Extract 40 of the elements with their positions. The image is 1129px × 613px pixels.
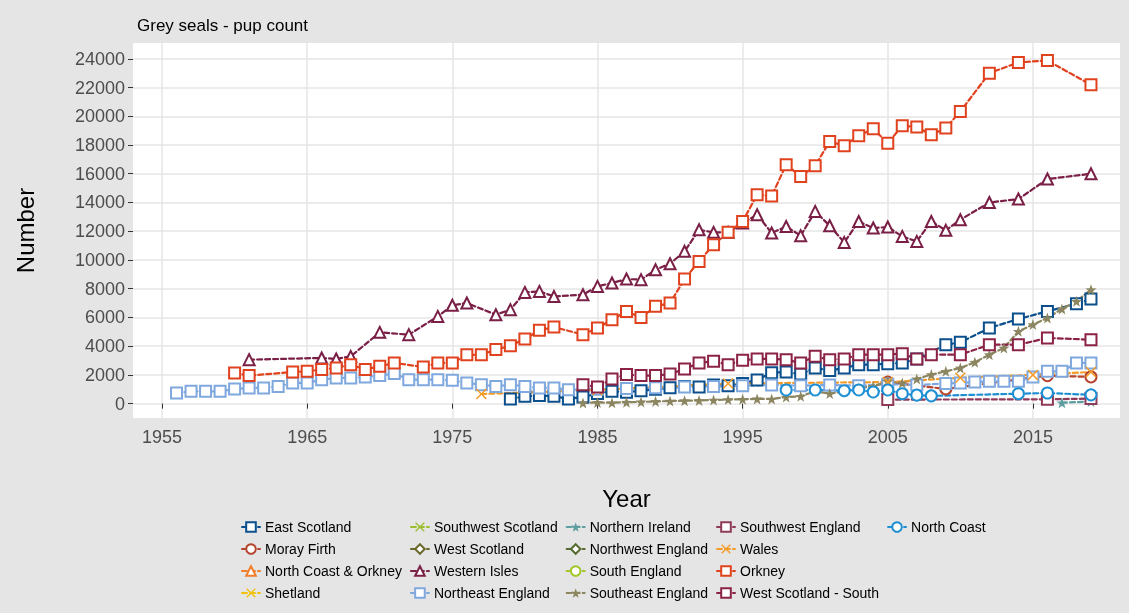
x-tick-label: 1955 <box>142 427 183 447</box>
y-tick-label: 8000 <box>84 278 125 299</box>
x-tick-label: 1985 <box>577 427 618 447</box>
legend-label: Southeast England <box>589 585 709 601</box>
legend-label: North Coast & Orkney <box>265 563 402 579</box>
legend-label: Wales <box>740 541 779 557</box>
legend-label: West Scotland <box>433 541 524 557</box>
legend-label: North Coast <box>911 519 986 535</box>
legend-label: Shetland <box>265 585 321 601</box>
x-tick-label: 1995 <box>722 427 763 447</box>
legend-label: Northern Ireland <box>589 519 691 535</box>
chart-title: Grey seals - pup count <box>137 16 309 35</box>
y-axis-title: Number <box>11 187 39 274</box>
x-tick-label: 1965 <box>287 427 328 447</box>
y-tick-label: 14000 <box>74 192 125 213</box>
y-tick-label: 6000 <box>84 307 125 328</box>
y-tick-label: 0 <box>114 393 125 414</box>
legend-label: Orkney <box>740 563 786 579</box>
x-axis-title: Year <box>602 484 651 512</box>
legend-label: West Scotland - South <box>740 585 880 601</box>
legend-label: Moray Firth <box>265 541 336 557</box>
legend-label: Northwest England <box>589 541 708 557</box>
x-tick-label: 2005 <box>867 427 908 447</box>
legend-label: Western Isles <box>433 563 519 579</box>
x-tick-label: 2015 <box>1012 427 1053 447</box>
x-tick-label: 1975 <box>432 427 473 447</box>
y-tick-label: 20000 <box>74 106 125 127</box>
y-tick-label: 22000 <box>74 77 125 98</box>
y-tick-label: 10000 <box>74 249 125 270</box>
y-tick-label: 16000 <box>74 163 125 184</box>
y-tick-label: 4000 <box>84 336 125 357</box>
legend-label: Northeast England <box>433 585 550 601</box>
y-tick-label: 24000 <box>74 48 125 69</box>
legend-label: Southwest England <box>740 519 861 535</box>
legend-label: South England <box>589 563 682 579</box>
legend-label: Southwest Scotland <box>433 519 558 535</box>
y-tick-label: 12000 <box>74 221 125 242</box>
y-tick-label: 2000 <box>84 364 125 385</box>
y-tick-label: 18000 <box>74 135 125 156</box>
legend-label: East Scotland <box>265 519 352 535</box>
